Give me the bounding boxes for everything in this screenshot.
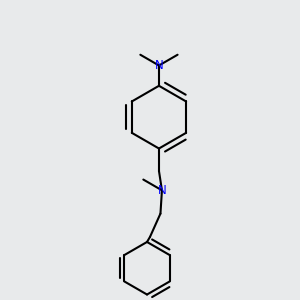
Text: N: N (158, 184, 166, 197)
Text: N: N (154, 59, 163, 72)
